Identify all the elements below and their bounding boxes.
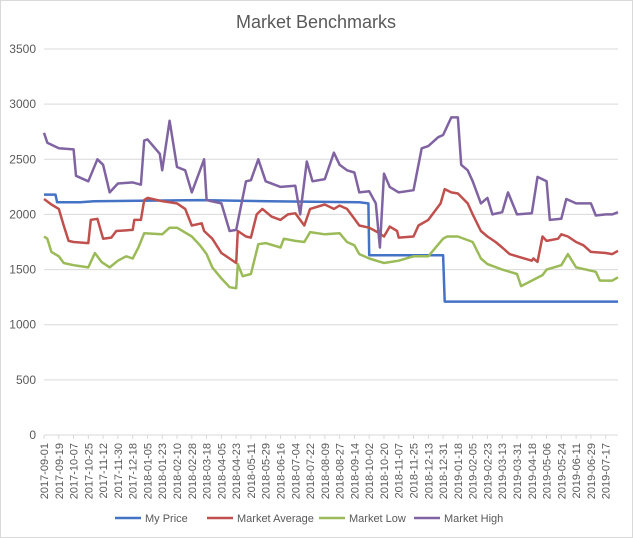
x-tick-label: 2019-02-05: [468, 443, 480, 499]
x-tick-label: 2019-03-13: [497, 443, 509, 499]
y-tick-label: 500: [16, 373, 36, 387]
x-tick-label: 2018-05-29: [261, 443, 273, 499]
series-line-market-low: [43, 226, 619, 290]
x-tick-label: 2019-06-11: [571, 443, 583, 498]
x-tick-label: 2018-01-05: [142, 443, 154, 499]
chart-title: Market Benchmarks: [236, 12, 396, 32]
y-tick-label: 0: [29, 428, 36, 442]
series-line-my-price: [44, 193, 618, 303]
x-tick-label: 2018-03-18: [202, 443, 214, 499]
grid-lines: [44, 48, 618, 436]
x-tick-label: 2018-10-20: [379, 443, 391, 499]
x-tick-label: 2018-12-13: [423, 443, 435, 499]
series-lines: [42, 116, 619, 303]
x-tick-label: 2017-11-30: [113, 443, 125, 498]
x-tick-label: 2018-02-28: [187, 443, 199, 499]
x-tick-label: 2018-02-10: [172, 443, 184, 499]
x-tick-label: 2019-01-18: [453, 443, 465, 499]
y-tick-label: 3500: [9, 42, 36, 56]
y-tick-label: 2000: [9, 207, 36, 221]
x-tick-label: 2017-10-25: [83, 443, 95, 499]
x-tick-label: 2019-03-31: [512, 443, 524, 499]
x-tick-label: 2018-07-04: [290, 443, 302, 499]
x-tick-label: 2018-08-27: [335, 443, 347, 499]
y-tick-label: 2500: [9, 152, 36, 166]
x-tick-label: 2017-09-01: [39, 443, 51, 499]
y-tick-label: 3000: [9, 97, 36, 111]
series-line-market-high: [42, 116, 619, 249]
x-tick-label: 2019-02-23: [482, 443, 494, 499]
series-line-market-average: [43, 187, 619, 265]
y-tick-label: 1500: [9, 263, 36, 277]
x-tick-label: 2019-05-06: [542, 443, 554, 499]
legend-label: My Price: [145, 513, 188, 525]
x-tick-label: 2018-04-23: [231, 443, 243, 499]
x-tick-label: 2018-08-09: [320, 443, 332, 499]
x-tick-label: 2018-06-16: [275, 443, 287, 499]
x-tick-label: 2018-07-22: [305, 443, 317, 499]
x-tick-label: 2019-05-24: [556, 443, 568, 499]
x-axis: 2017-09-01 2017-09-19 2017-10-07 2017-10-25…: [39, 435, 613, 499]
x-tick-label: 2018-11-07: [394, 443, 406, 498]
x-tick-label: 2018-12-31: [438, 443, 450, 499]
x-tick-label: 2018-01-23: [157, 443, 169, 499]
x-tick-label: 2017-09-19: [54, 443, 66, 499]
x-tick-label: 2017-11-12: [98, 443, 110, 498]
x-tick-label: 2018-11-25: [409, 443, 421, 498]
y-tick-label: 1000: [9, 318, 36, 332]
x-tick-label: 2018-05-11: [246, 443, 258, 498]
x-tick-label: 2019-07-17: [601, 443, 613, 499]
x-tick-label: 2018-09-14: [349, 443, 361, 499]
x-tick-label: 2018-10-02: [364, 443, 376, 499]
legend-label: Market High: [444, 513, 503, 525]
legend-label: Market Low: [349, 513, 406, 525]
legend: My Price Market Average Market Low Market H…: [115, 513, 503, 525]
x-tick-label: 2018-04-05: [216, 443, 228, 499]
legend-label: Market Average: [237, 513, 314, 525]
x-tick-label: 2017-12-18: [128, 443, 140, 499]
x-tick-label: 2019-04-18: [527, 443, 539, 499]
x-tick-label: 2019-06-29: [586, 443, 598, 499]
x-tick-label: 2017-10-07: [69, 443, 81, 499]
y-axis: 0 500 1000 1500 2000 2500 3000 3500: [9, 42, 36, 442]
